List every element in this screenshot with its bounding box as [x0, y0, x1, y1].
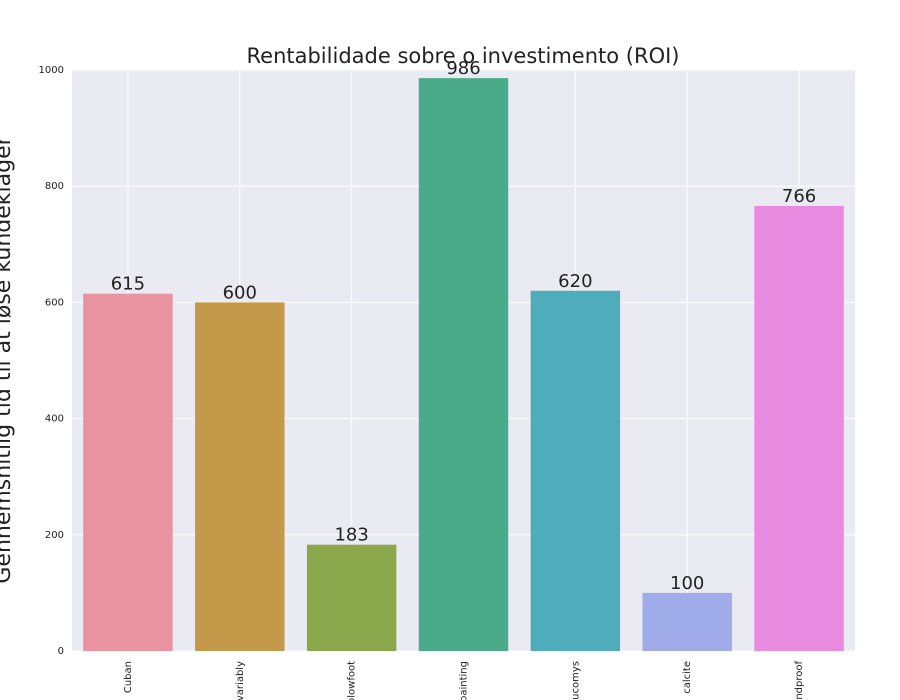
data-label: 766: [782, 186, 816, 207]
data-label: 600: [223, 282, 257, 303]
data-label: 615: [111, 274, 145, 295]
data-label: 986: [446, 58, 480, 79]
data-label: 183: [334, 525, 368, 546]
bar-cuban: [83, 293, 173, 651]
data-labels: 615 600 183 986 620 100 766: [111, 58, 817, 594]
y-tick-label: 200: [45, 530, 64, 541]
bar-plowfoot: [306, 544, 397, 651]
bar-windproof: [754, 205, 844, 652]
chart-title: Rentabilidade sobre o investimento (ROI): [247, 44, 680, 68]
x-tick-label: variably: [235, 661, 246, 700]
y-tick-label: 0: [58, 646, 64, 657]
bar-leucomys: [530, 290, 621, 651]
y-tick-labels: 0 200 400 600 800 1000: [39, 65, 64, 657]
x-tick-labels: Cuban variably plowfoot painting Leucomys cal…: [123, 661, 805, 700]
x-tick-label: painting: [459, 661, 470, 700]
bar-painting: [418, 78, 509, 651]
bar-calcite: [642, 592, 732, 651]
bar-variably: [195, 302, 285, 651]
y-axis-label: Gennemsnitlig tid til at løse kundeklage…: [0, 135, 16, 583]
x-tick-label: calcite: [682, 661, 693, 694]
data-label: 620: [558, 271, 592, 292]
y-tick-label: 400: [45, 414, 64, 425]
bars: [83, 78, 844, 652]
y-tick-label: 1000: [39, 65, 64, 76]
x-tick-label: Leucomys: [570, 661, 581, 700]
x-tick-label: plowfoot: [347, 661, 358, 700]
x-tick-label: windproof: [794, 661, 805, 700]
y-tick-label: 800: [45, 181, 64, 192]
y-tick-label: 600: [45, 297, 64, 308]
x-tick-label: Cuban: [123, 661, 134, 693]
data-label: 100: [670, 573, 704, 594]
